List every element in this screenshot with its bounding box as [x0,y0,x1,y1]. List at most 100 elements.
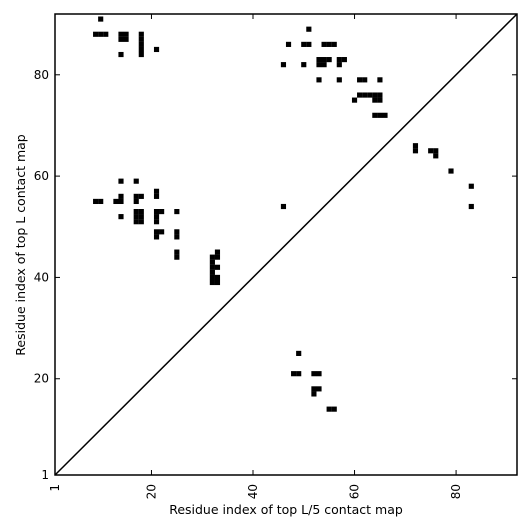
upper-contact-cell [351,97,358,103]
upper-contact-cell [93,31,99,37]
lower-contact-cell [209,254,215,260]
lower-contact-cell [118,198,124,205]
lower-contact-cell [118,178,124,184]
upper-contact-cell [123,31,129,37]
y-axis-label: Residue index of top L contact map [13,134,28,355]
lower-contact-cell [174,234,180,240]
lower-contact-cell [159,209,165,215]
lower-contact-cell [331,406,337,412]
upper-contact-cell [377,97,383,103]
lower-contact-cell [113,198,119,205]
upper-contact-cell [468,203,474,210]
lower-contact-cell [296,371,302,377]
upper-contact-cell [367,92,373,98]
lower-contact-cell [209,264,215,270]
upper-contact-cell [98,31,104,37]
lower-contact-cell [138,214,144,220]
lower-contact-cell [291,371,297,377]
lower-contact-cell [311,391,317,397]
lower-contact-cell [214,279,221,286]
upper-contact-cell [362,77,368,83]
lower-contact-cell [138,209,144,215]
upper-contact-cell [362,92,368,98]
y-tick-label: 1 [41,468,49,482]
lower-contact-cell [214,274,221,280]
upper-contact-cell [118,36,124,42]
x-tick-label: 20 [144,484,158,499]
lower-contact-cell [153,193,160,199]
upper-contact-cell [306,41,312,47]
upper-contact-cell [138,51,144,58]
upper-contact-cell [301,41,307,47]
upper-contact-cell [306,26,312,32]
upper-contact-cell [412,148,419,154]
plot-frame [54,13,518,476]
diagonal-line [54,13,518,476]
lower-contact-cell [214,254,221,260]
lower-contact-cell [316,386,322,392]
upper-contact-cell [326,41,332,47]
upper-contact-cell [433,153,439,159]
upper-contact-cell [316,77,322,83]
x-tick-label: 40 [246,484,260,499]
upper-contact-cell [448,168,454,174]
lower-contact-cell [153,188,160,194]
lower-contact-cell [133,214,139,220]
upper-contact-cell [412,143,419,149]
upper-contact-cell [98,16,104,22]
lower-contact-cell [159,229,165,235]
upper-contact-cell [357,77,363,83]
upper-contact-cell [321,41,327,47]
upper-contact-cell [280,62,287,68]
lower-contact-cell [133,178,139,184]
lower-contact-cell [311,371,317,377]
upper-contact-cell [138,46,144,53]
upper-contact-cell [377,112,383,118]
upper-contact-cell [138,36,144,42]
lower-contact-cell [214,264,221,270]
upper-contact-cell [382,112,388,118]
upper-contact-cell [372,112,378,118]
x-tick-label: 80 [449,484,463,499]
lower-contact-cell [153,219,160,225]
lower-contact-cell [133,209,139,215]
upper-contact-cell [433,148,439,154]
lower-contact-cell [138,193,144,199]
upper-contact-cell [138,31,144,37]
lower-contact-cell [133,219,139,225]
upper-contact-cell [377,77,383,83]
lower-contact-cell [138,219,144,225]
upper-contact-cell [118,51,124,58]
upper-contact-cell [123,36,129,42]
y-tick-label: 80 [34,68,49,82]
lower-contact-cell [209,269,215,275]
lower-contact-cell [209,259,215,265]
y-tick-label: 60 [34,169,49,183]
upper-contact-cell [285,41,292,47]
lower-contact-cell [93,198,99,205]
lower-contact-cell [316,371,322,377]
lower-contact-cell [153,234,160,240]
lower-contact-cell [153,214,160,220]
lower-contact-cell [174,209,180,215]
y-tick-label: 20 [34,372,49,386]
lower-contact-cell [174,249,180,255]
lower-contact-cell [296,350,302,356]
upper-contact-cell [468,183,474,189]
lower-contact-cell [326,406,332,412]
upper-contact-cell [321,57,327,63]
upper-contact-cell [357,92,363,98]
lower-contact-cell [174,254,180,260]
upper-contact-cell [316,62,322,68]
x-tick-label: 1 [48,484,62,492]
upper-contact-cell [428,148,434,154]
lower-contact-cell [98,198,104,205]
upper-contact-cell [336,57,342,63]
upper-contact-cell [336,62,342,68]
upper-contact-cell [103,31,109,37]
lower-contact-cell [214,249,221,255]
lower-contact-cell [133,198,139,205]
contact-cells [93,16,474,412]
upper-contact-cell [316,57,322,63]
